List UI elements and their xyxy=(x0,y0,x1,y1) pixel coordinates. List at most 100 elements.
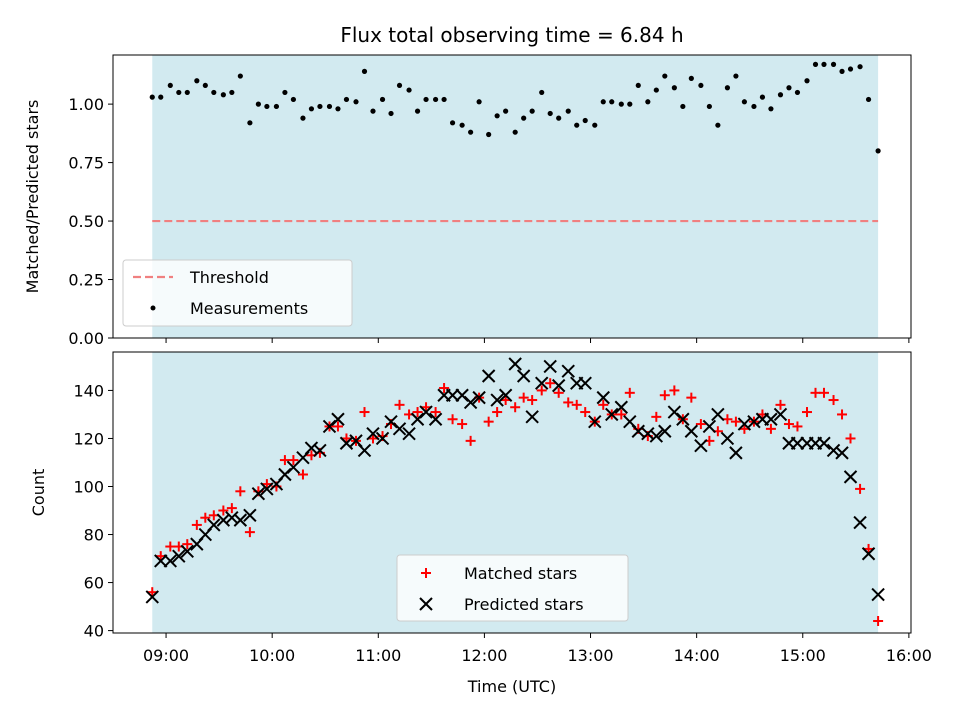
predicted-star-point xyxy=(641,426,655,441)
predicted-star-point xyxy=(720,431,735,446)
predicted-star-point xyxy=(764,412,778,426)
matched-stars-points xyxy=(147,378,884,626)
measurement-point xyxy=(804,78,810,84)
predicted-star-point xyxy=(225,511,239,525)
measurement-point xyxy=(539,89,545,96)
predicted-star-point xyxy=(684,424,699,438)
predicted-star-point xyxy=(614,400,629,414)
count-x-tick-label: 10:00 xyxy=(249,646,295,665)
measurement-point xyxy=(512,129,518,135)
matched-star-point xyxy=(182,539,193,550)
measurement-point xyxy=(582,117,588,124)
measurement-point xyxy=(335,106,341,112)
measurement-point xyxy=(308,106,315,112)
matched-star-point xyxy=(465,435,476,446)
predicted-star-point xyxy=(605,407,619,422)
measurement-point xyxy=(449,120,456,126)
matched-star-point xyxy=(359,407,370,418)
measurement-point xyxy=(167,82,173,89)
matched-star-point xyxy=(553,387,564,398)
predicted-star-point xyxy=(817,436,831,450)
matched-star-point xyxy=(341,433,352,444)
predicted-stars-points xyxy=(145,357,885,604)
measurement-point xyxy=(680,103,686,110)
measurement-point xyxy=(264,103,270,110)
measurement-point xyxy=(547,110,553,117)
predicted-star-point xyxy=(578,376,592,390)
matched-star-point xyxy=(792,421,803,432)
matched-star-point xyxy=(394,399,405,410)
measurement-point xyxy=(751,103,757,110)
predicted-star-point xyxy=(207,518,221,532)
measurement-point xyxy=(653,87,659,93)
chart-title: Flux total observing time = 6.84 h xyxy=(340,23,683,47)
predicted-star-point xyxy=(243,508,257,523)
measurements-legend-label: Measurements xyxy=(190,299,308,318)
predicted-star-point xyxy=(747,414,761,429)
measurement-point xyxy=(688,75,694,81)
measurement-point xyxy=(237,73,243,79)
matched-star-point xyxy=(261,479,272,490)
measurement-point xyxy=(733,73,739,79)
matched-star-point xyxy=(332,421,343,432)
predicted-star-point xyxy=(853,515,867,530)
measurement-point xyxy=(821,61,827,67)
matched-star-point xyxy=(598,399,609,410)
matched-star-point xyxy=(235,486,246,497)
measurement-point xyxy=(875,148,881,154)
measurement-point xyxy=(794,89,801,96)
matched-star-point xyxy=(659,390,670,401)
measurement-point xyxy=(786,85,792,91)
matched-star-point xyxy=(536,385,547,396)
measurement-point xyxy=(857,64,863,70)
matched-star-point xyxy=(802,407,813,418)
count-legend-box xyxy=(396,554,629,622)
predicted-stars-legend-swatch xyxy=(419,597,433,611)
measurement-point xyxy=(600,99,606,105)
count-y-tick-label: 120 xyxy=(73,429,104,448)
matched-star-point xyxy=(739,423,750,434)
count-x-tick-label: 11:00 xyxy=(355,646,401,665)
count-y-tick-label: 40 xyxy=(84,622,104,641)
matched-star-point xyxy=(765,423,776,434)
predicted-star-point xyxy=(375,431,390,446)
count-y-axis-label: Count xyxy=(29,469,48,517)
predicted-stars-legend-label: Predicted stars xyxy=(464,595,584,614)
predicted-star-point xyxy=(861,547,876,561)
measurement-point xyxy=(290,96,296,103)
ratio-y-ticks: 0.00 0.25 0.50 0.75 1.00 xyxy=(68,95,113,348)
measurement-point xyxy=(741,99,747,105)
measurement-point xyxy=(202,82,208,89)
ratio-y-axis-label: Matched/Predicted stars xyxy=(23,100,42,294)
measurement-point xyxy=(220,92,226,98)
measurement-point xyxy=(521,115,527,121)
count-x-ticks: 09:00 10:00 11:00 12:00 13:00 14:00 15:00 16:00 xyxy=(143,633,932,665)
measurement-point xyxy=(247,120,253,126)
count-y-tick-label: 140 xyxy=(73,381,104,400)
measurement-point xyxy=(812,61,819,67)
count-y-ticks: 40 60 80 100 120 140 xyxy=(73,381,113,641)
predicted-star-point xyxy=(172,549,186,563)
count-x-tick-label: 13:00 xyxy=(567,646,613,665)
measurement-point xyxy=(768,106,774,112)
matched-star-point xyxy=(218,505,229,516)
predicted-star-point xyxy=(516,369,531,383)
measurement-point xyxy=(441,96,447,103)
matched-star-point xyxy=(421,402,432,413)
measurement-point xyxy=(406,87,412,93)
measurement-point xyxy=(662,73,668,79)
measurement-point xyxy=(839,68,845,74)
predicted-star-point xyxy=(180,544,194,559)
measurement-point xyxy=(343,96,350,103)
measurement-point xyxy=(194,78,200,84)
measurement-point xyxy=(865,96,872,103)
measurement-point xyxy=(396,82,403,89)
measurement-point xyxy=(847,66,854,72)
predicted-star-point xyxy=(463,395,478,410)
count-x-tick-label: 09:00 xyxy=(143,646,189,665)
matched-star-point xyxy=(855,483,866,494)
ratio-y-tick-label: 0.75 xyxy=(68,154,104,173)
predicted-star-point xyxy=(419,405,433,419)
matched-star-point xyxy=(695,419,706,430)
measurement-point xyxy=(698,82,704,89)
